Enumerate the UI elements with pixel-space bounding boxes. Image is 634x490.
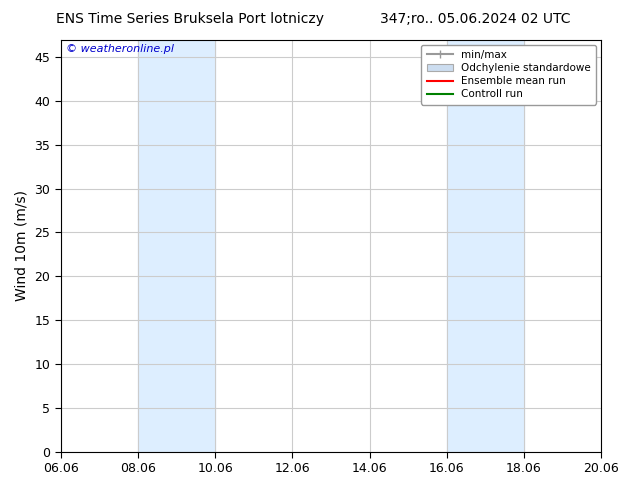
Legend: min/max, Odchylenie standardowe, Ensemble mean run, Controll run: min/max, Odchylenie standardowe, Ensembl… — [422, 45, 596, 104]
Bar — [447, 40, 524, 452]
Text: ENS Time Series Bruksela Port lotniczy: ENS Time Series Bruksela Port lotniczy — [56, 12, 324, 26]
Bar — [138, 40, 215, 452]
Y-axis label: Wind 10m (m/s): Wind 10m (m/s) — [15, 190, 29, 301]
Text: 347;ro.. 05.06.2024 02 UTC: 347;ro.. 05.06.2024 02 UTC — [380, 12, 571, 26]
Text: © weatheronline.pl: © weatheronline.pl — [66, 44, 174, 53]
